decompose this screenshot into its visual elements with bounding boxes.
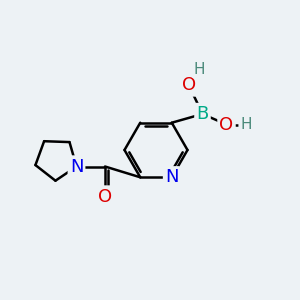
Text: O: O xyxy=(98,188,112,206)
Text: O: O xyxy=(182,76,196,94)
Text: H: H xyxy=(194,61,205,76)
Text: B: B xyxy=(196,105,208,123)
Text: N: N xyxy=(70,158,83,175)
Text: O: O xyxy=(219,116,234,134)
Text: N: N xyxy=(165,168,178,186)
Text: H: H xyxy=(240,117,252,132)
